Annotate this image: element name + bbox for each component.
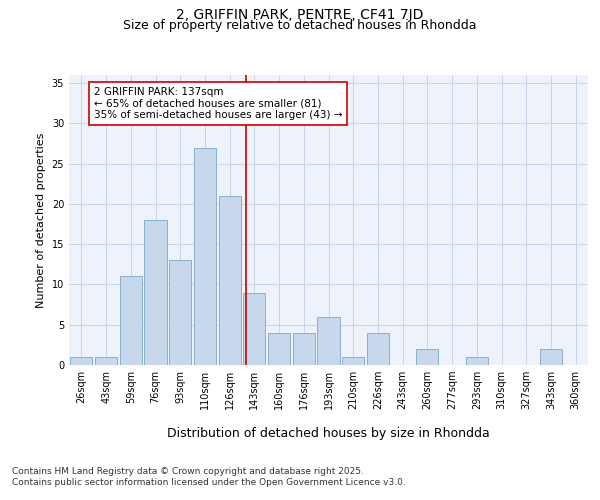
Bar [218,196,241,365]
Bar [119,276,142,365]
Text: Contains HM Land Registry data © Crown copyright and database right 2025.
Contai: Contains HM Land Registry data © Crown c… [12,468,406,487]
Text: Distribution of detached houses by size in Rhondda: Distribution of detached houses by size … [167,428,490,440]
Text: 2, GRIFFIN PARK, PENTRE, CF41 7JD: 2, GRIFFIN PARK, PENTRE, CF41 7JD [176,8,424,22]
Bar [95,357,117,365]
Text: Size of property relative to detached houses in Rhondda: Size of property relative to detached ho… [123,19,477,32]
Bar [342,357,364,365]
Bar [268,333,290,365]
Bar [293,333,315,365]
Bar [540,349,562,365]
Bar [243,292,265,365]
Bar [169,260,191,365]
Text: 2 GRIFFIN PARK: 137sqm
← 65% of detached houses are smaller (81)
35% of semi-det: 2 GRIFFIN PARK: 137sqm ← 65% of detached… [94,87,342,120]
Bar [194,148,216,365]
Bar [416,349,439,365]
Y-axis label: Number of detached properties: Number of detached properties [36,132,46,308]
Bar [317,316,340,365]
Bar [70,357,92,365]
Bar [367,333,389,365]
Bar [466,357,488,365]
Bar [145,220,167,365]
